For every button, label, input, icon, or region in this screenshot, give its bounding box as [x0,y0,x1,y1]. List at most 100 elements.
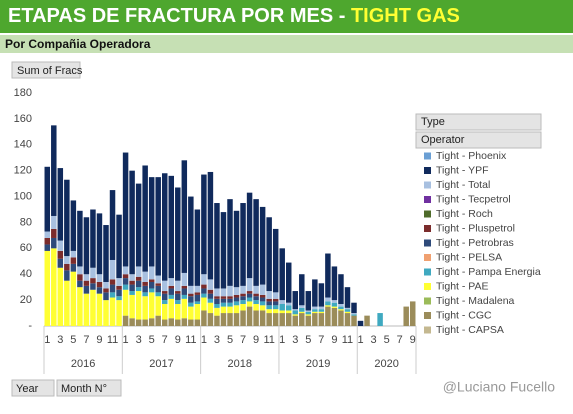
bar-segment [292,315,299,326]
legend-label: Tight - Petrobras [436,237,514,249]
bar-segment [325,301,331,306]
x-tick-label: 5 [305,334,311,346]
bar-segment [135,291,142,320]
bar-segment [364,315,370,326]
bar-segment [44,250,51,326]
bar-segment [155,315,161,326]
bar-segment [90,209,96,268]
title-highlight: TIGHT GAS [351,5,460,27]
bar-segment [259,294,266,298]
x-tick-label: 9 [253,334,259,346]
bar-segment [168,318,175,326]
x-tick-label: 1 [279,334,285,346]
bar-segment [155,292,161,297]
y-tick-label: 100 [14,190,32,202]
value-field-button[interactable] [11,61,81,79]
bar-segment [272,228,279,293]
bar-segment [44,231,51,238]
bar-segment [188,319,194,326]
legend-header[interactable]: Type [421,116,445,128]
bar-segment [325,253,331,298]
bar-segment [233,294,240,298]
legend-swatch [424,312,431,319]
bar-segment [220,212,227,289]
bar-segment [188,293,194,297]
bar-segment [227,199,233,286]
axis-field-button[interactable] [11,379,55,397]
x-tick-label: 1 [201,334,207,346]
y-tick-label: 80 [20,216,32,228]
axis-field-button[interactable] [56,379,122,397]
bar-segment [266,291,272,299]
x-tick-label: 3 [371,334,377,346]
x-tick-label: 3 [57,334,63,346]
bar-segment [240,310,246,326]
bar-segment [148,177,155,267]
bar-segment [142,281,148,286]
bar-segment [168,175,175,279]
x-tick-label: 1 [357,334,363,346]
bar-segment [266,298,272,302]
x-tick-label: 9 [96,334,102,346]
bar-segment [312,306,318,310]
x-tick-label: 1 [123,334,129,346]
axis-field-label[interactable]: Month N° [61,383,107,395]
bar-segment [194,209,201,286]
bar-segment [116,278,122,286]
bar-segment [272,309,279,314]
bar-segment [135,266,142,277]
bar-segment [233,210,240,288]
bar-segment [318,306,325,310]
bar-segment [292,309,299,311]
bar-segment [266,309,272,314]
bar-segment [129,318,135,326]
bar-segment [116,214,122,279]
bar-segment [299,274,305,306]
bar-segment [188,296,194,303]
y-tick-label: 120 [14,165,32,177]
bar-segment [96,213,103,275]
bar-segment [299,311,305,314]
bar-segment [168,298,175,319]
bar-segment [259,301,266,306]
bar-segment [214,303,220,308]
bar-segment [240,303,246,311]
legend-label: Tight - Total [436,179,490,191]
bar-segment [240,293,246,297]
axis-field-label[interactable]: Year [16,383,39,395]
x-tick-label: 1 [44,334,50,346]
legend-operator-button[interactable] [415,131,542,149]
bar-segment [129,274,135,281]
bar-segment [57,250,64,259]
bar-segment [188,285,194,294]
year-label: 2018 [228,358,252,370]
bar-segment [51,228,57,238]
bar-segment [344,287,351,308]
bar-segment [331,302,338,307]
bar-segment [338,309,344,311]
value-field-label[interactable]: Sum of Fracs [17,65,83,77]
bar-segment [253,199,259,286]
bar-segment [90,289,96,326]
legend-label: Tight - Phoenix [436,150,507,162]
bar-segment [103,281,109,289]
bar-segment [220,306,227,314]
bar-segment [142,271,148,282]
bar-segment [227,285,233,297]
bar-segment [220,313,227,326]
bar-segment [148,318,155,326]
legend-field[interactable]: Operator [421,134,465,146]
subtitle: Por Compañia Operadora [5,37,151,51]
y-tick-label: 180 [14,87,32,99]
bar-segment [246,278,253,292]
bar-segment [57,258,64,268]
bar-segment [207,289,214,294]
bar-segment [227,302,233,307]
bar-segment [201,174,207,275]
bar-segment [194,292,201,295]
bar-segment [77,280,83,288]
bar-segment [175,187,181,281]
legend-swatch [424,283,431,290]
legend-type-button[interactable] [415,113,542,131]
bar-segment [220,298,227,303]
